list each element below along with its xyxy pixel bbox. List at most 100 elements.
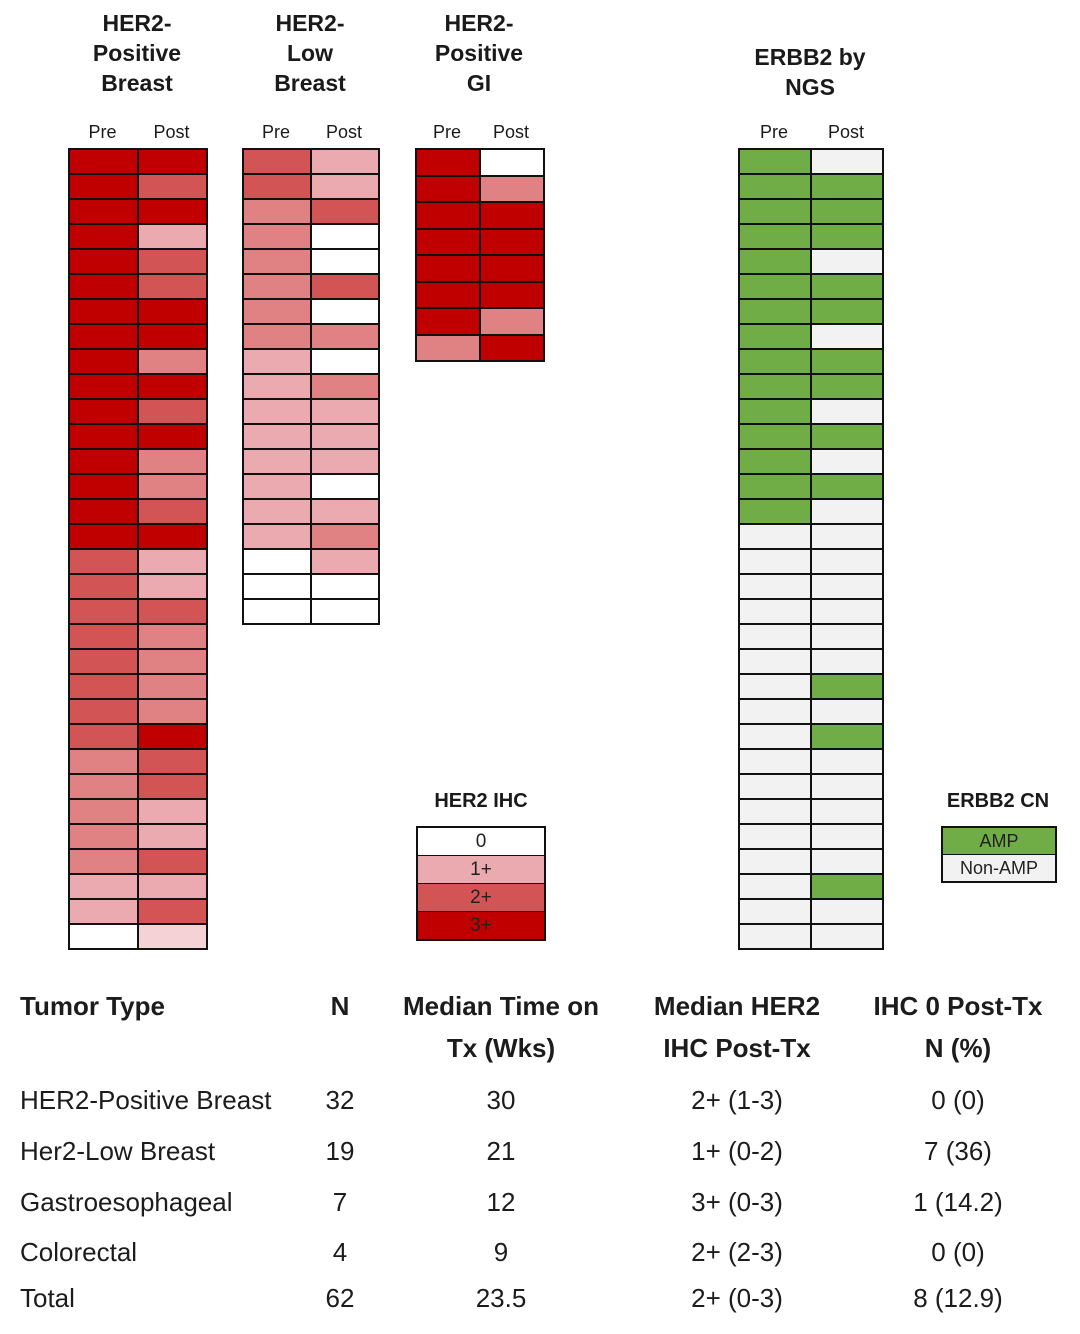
heatmap-cell-post <box>138 499 207 524</box>
heatmap-cell-pre <box>243 224 311 249</box>
table-cell-r0-c0: HER2-Positive Breast <box>20 1085 272 1115</box>
table-cell-r2-c0: Gastroesophageal <box>20 1187 233 1217</box>
heatmap-cell-post <box>811 824 883 849</box>
heatmap-cell-pre <box>739 849 811 874</box>
heatmap-cell-post <box>138 849 207 874</box>
heatmap-cell-pre <box>243 374 311 399</box>
heatmap-cell-post <box>480 202 544 229</box>
heatmap-cell-pre <box>739 149 811 174</box>
heatmap-cell-pre <box>739 824 811 849</box>
heatmap-cell-post <box>311 449 379 474</box>
heatmap-cell-pre <box>69 224 138 249</box>
heatmap-cell-pre <box>739 349 811 374</box>
table-cell-r3-c4: 0 (0) <box>931 1237 985 1267</box>
heatmap-cell-pre <box>243 324 311 349</box>
heatmap-cell-pre <box>69 599 138 624</box>
heatmap-cell-post <box>480 281 544 308</box>
heatmap-cell-post <box>811 674 883 699</box>
column-label-pre: Pre <box>88 122 117 142</box>
heatmap-cell-pre <box>69 574 138 599</box>
table-cell-r1-c4: 7 (36) <box>924 1136 992 1166</box>
heatmap-cell-pre <box>739 599 811 624</box>
heatmap-cell-pre <box>739 449 811 474</box>
heatmap-cell-post <box>138 199 207 224</box>
heatmap-cell-pre <box>69 349 138 374</box>
heatmap-cell-pre <box>739 374 811 399</box>
heatmap-cell-post <box>138 474 207 499</box>
heatmap-cell-post <box>811 774 883 799</box>
panel-title-line: NGS <box>785 74 835 100</box>
legend-label: 1+ <box>470 858 492 880</box>
panel-title-her2-positive-breast: HER2- Positive Breast <box>57 8 217 98</box>
heatmap-cell-post <box>811 449 883 474</box>
column-labels-her2-positive-breast: Pre Post <box>68 118 206 142</box>
heatmap-cell-post <box>811 424 883 449</box>
heatmap-cell-pre <box>69 624 138 649</box>
heatmap-cell-post <box>811 849 883 874</box>
panel-title-line: GI <box>466 70 492 96</box>
column-label-pre: Pre <box>432 122 461 142</box>
heatmap-cell-pre <box>416 175 480 202</box>
heatmap-cell-post <box>311 574 379 599</box>
table-cell-r3-c2: 9 <box>493 1237 509 1267</box>
heatmap-cell-post <box>811 274 883 299</box>
table-header-col0: Tumor Type <box>20 985 305 1027</box>
table-header-line: Median Time on <box>403 991 599 1021</box>
legend-swatch-amp: AMP <box>943 828 1055 854</box>
heatmap-cell-post <box>311 224 379 249</box>
heatmap-cell-post <box>138 524 207 549</box>
panel-title-line: HER2- <box>102 10 172 36</box>
panel-title-line: HER2- <box>275 10 345 36</box>
heatmap-cell-post <box>480 334 544 361</box>
table-header-col2: Median Time on Tx (Wks) <box>380 985 622 1069</box>
legend-swatch-non-amp: Non-AMP <box>943 855 1055 881</box>
heatmap-cell-pre <box>739 624 811 649</box>
column-label-pre: Pre <box>759 122 788 142</box>
heatmap-cell-post <box>480 175 544 202</box>
heatmap-cell-post <box>138 224 207 249</box>
heatmap-cell-pre <box>243 574 311 599</box>
heatmap-cell-post <box>138 624 207 649</box>
heatmap-cell-post <box>138 149 207 174</box>
table-cell-r3-c3: 2+ (2-3) <box>691 1237 783 1267</box>
heatmap-cell-pre <box>739 324 811 349</box>
heatmap-cell-pre <box>243 499 311 524</box>
heatmap-cell-pre <box>243 199 311 224</box>
table-cell-r4-c2: 23.5 <box>475 1283 527 1313</box>
heatmap-cell-post <box>138 324 207 349</box>
legend-label: Non-AMP <box>959 857 1039 878</box>
heatmap-cell-post <box>811 799 883 824</box>
heatmap-cell-post <box>480 255 544 282</box>
heatmap-cell-post <box>811 574 883 599</box>
heatmap-cell-post <box>138 399 207 424</box>
heatmap-cell-pre <box>69 799 138 824</box>
heatmap-cell-post <box>138 249 207 274</box>
heatmap-cell-post <box>811 749 883 774</box>
legend-swatch-1-: 1+ <box>418 856 544 883</box>
heatmap-cell-post <box>811 474 883 499</box>
heatmap-cell-post <box>311 274 379 299</box>
panel-title-line: Positive <box>434 40 524 66</box>
heatmap-cell-pre <box>739 799 811 824</box>
table-cell-r1-c1: 19 <box>325 1136 355 1166</box>
table-header-line: Tumor Type <box>20 991 165 1021</box>
heatmap-cell-post <box>311 599 379 624</box>
table-cell-r0-c1: 32 <box>325 1085 355 1115</box>
column-label-post: Post <box>492 122 530 142</box>
legend-label: 2+ <box>470 886 492 908</box>
column-labels-erbb2-by-ngs: Pre Post <box>738 118 882 142</box>
heatmap-cell-post <box>311 174 379 199</box>
heatmap-cell-post <box>138 549 207 574</box>
heatmap-cell-pre <box>69 899 138 924</box>
panel-title-line: ERBB2 by <box>754 44 866 70</box>
heatmap-cell-post <box>138 799 207 824</box>
heatmap-cell-post <box>138 299 207 324</box>
heatmap-cell-post <box>811 499 883 524</box>
heatmap-cell-pre <box>739 674 811 699</box>
heatmap-cell-pre <box>69 849 138 874</box>
heatmap-cell-post <box>811 349 883 374</box>
table-cell-r1-c2: 21 <box>486 1136 516 1166</box>
heatmap-cell-pre <box>739 549 811 574</box>
table-header-col3: Median HER2 IHC Post-Tx <box>627 985 847 1069</box>
panel-title-line: HER2- <box>444 10 514 36</box>
